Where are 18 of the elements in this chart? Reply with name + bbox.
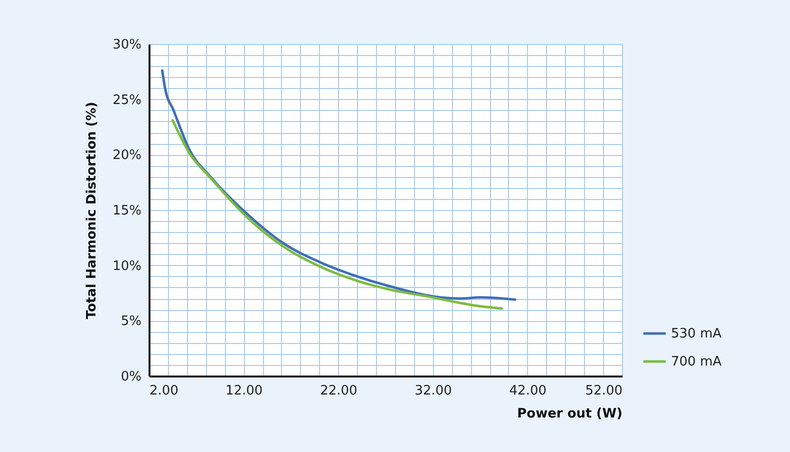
x-tick-label: 52.00 [585,384,622,398]
y-tick-label: 10% [112,258,142,274]
x-tick-label: 2.00 [150,384,178,398]
y-tick-label: 5% [120,314,142,330]
x-tick-label: 32.00 [414,384,452,398]
line-series [171,119,504,310]
x-tick-label: 42.00 [509,384,547,398]
y-tick-label: 15% [112,204,142,218]
x-tick-label: 12.00 [225,384,263,398]
x-tick-label: 22.00 [320,384,358,398]
legend-label: 530 mA [671,326,722,342]
legend-label: 700 mA [671,354,722,370]
y-axis-title: Total Harmonic Distortion (%) [84,102,100,320]
y-tick-label: 30% [112,38,142,52]
x-axis-title: Power out (W) [517,406,622,422]
y-tick-label: 0% [120,370,142,384]
y-tick-label: 20% [112,148,142,164]
y-tick-label: 25% [112,92,142,108]
